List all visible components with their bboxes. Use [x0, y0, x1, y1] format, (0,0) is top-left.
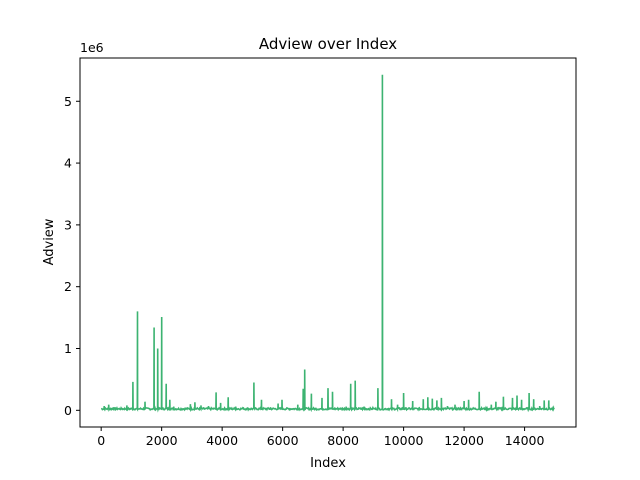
y-tick-label: 3 — [64, 217, 72, 232]
x-tick-label: 14000 — [505, 433, 545, 448]
y-tick-label: 5 — [64, 94, 72, 109]
series-line — [101, 74, 555, 413]
y-tick-label: 4 — [64, 156, 72, 171]
x-tick-label: 6000 — [267, 433, 299, 448]
x-tick-label: 0 — [97, 433, 105, 448]
x-tick-label: 4000 — [206, 433, 238, 448]
x-tick-label: 10000 — [384, 433, 424, 448]
y-tick-label: 2 — [64, 279, 72, 294]
y-axis-label: Adview — [42, 218, 57, 265]
plot-frame — [79, 57, 577, 428]
y-tick-label: 1 — [64, 341, 72, 356]
x-axis-ticks: 0 2000 4000 6000 8000 10000 12000 14000 — [97, 427, 545, 448]
x-tick-label: 2000 — [146, 433, 178, 448]
chart-title: Adview over Index — [259, 35, 397, 53]
x-axis-label: Index — [310, 456, 346, 471]
x-tick-label: 12000 — [444, 433, 484, 448]
y-axis-ticks: 0 1 2 3 4 5 — [64, 94, 80, 418]
y-tick-label: 0 — [64, 403, 72, 418]
x-tick-label: 8000 — [327, 433, 359, 448]
y-offset-label: 1e6 — [80, 40, 104, 55]
